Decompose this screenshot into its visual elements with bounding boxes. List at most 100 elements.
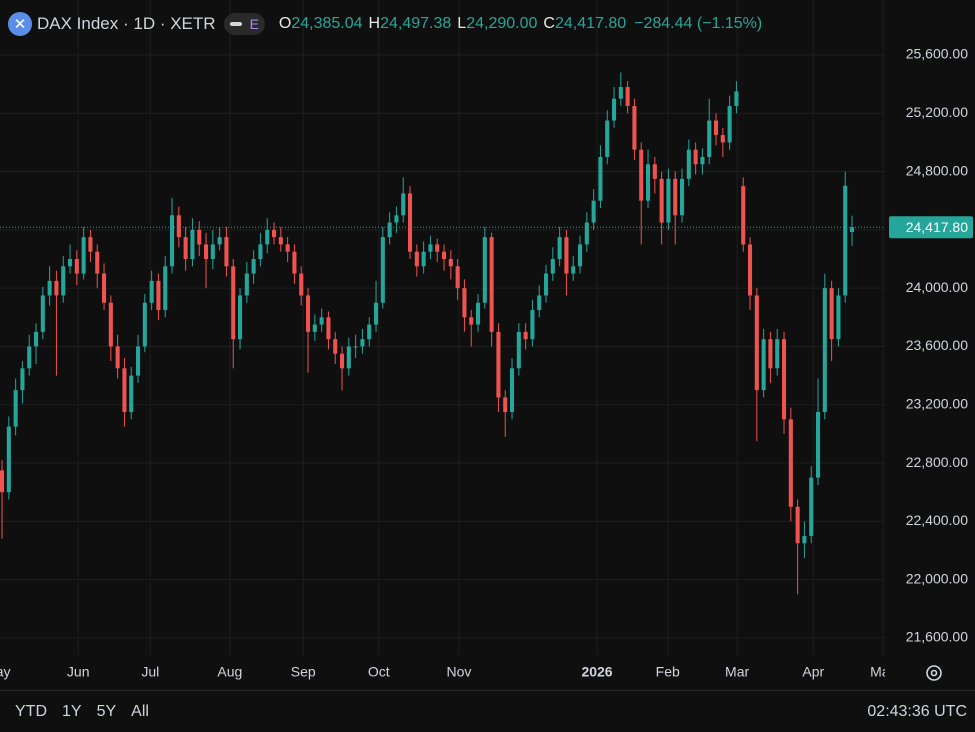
candle-body bbox=[197, 229, 202, 245]
candle-body bbox=[61, 266, 66, 296]
candle-body bbox=[224, 237, 229, 267]
range-button[interactable]: YTD bbox=[15, 702, 47, 720]
plot bbox=[0, 72, 885, 595]
axes: 21,600.00 22,000.00 22,400.00 22,800.00 23,2… bbox=[0, 46, 973, 688]
candle-body bbox=[47, 280, 52, 296]
range-button[interactable]: All bbox=[131, 702, 149, 720]
candle-body bbox=[407, 193, 413, 252]
open-label: O bbox=[278, 15, 292, 32]
candle-body bbox=[271, 229, 277, 238]
low-value: 24,290.00 bbox=[466, 15, 538, 32]
candle-body bbox=[618, 87, 623, 99]
close-value: 24,417.80 bbox=[554, 15, 627, 32]
candle-body bbox=[27, 346, 32, 369]
settings-icon[interactable] bbox=[926, 665, 942, 681]
candle-body bbox=[659, 178, 664, 223]
candle-body bbox=[679, 178, 685, 216]
candle-body bbox=[441, 251, 447, 259]
candle-body bbox=[761, 339, 766, 391]
symbol-icon[interactable]: ✕ bbox=[8, 12, 32, 36]
candle-body bbox=[40, 295, 45, 332]
candle-body bbox=[775, 339, 780, 369]
x-tick-label: Mar bbox=[725, 664, 749, 680]
candle-body bbox=[81, 237, 86, 274]
candle-body bbox=[734, 91, 739, 106]
candle-body bbox=[414, 251, 419, 267]
candle-body bbox=[754, 295, 759, 391]
candle-body bbox=[33, 331, 39, 347]
y-tick-label: 23,200.00 bbox=[906, 395, 968, 411]
candle-body bbox=[203, 244, 209, 259]
candle-body bbox=[353, 346, 358, 348]
candle-body bbox=[387, 222, 392, 238]
candle-body bbox=[537, 295, 542, 311]
chart: 21,600.00 22,000.00 22,400.00 22,800.00 23,2… bbox=[0, 0, 973, 688]
candle-body bbox=[713, 120, 719, 136]
candle-body bbox=[333, 339, 338, 354]
open-value: 24,385.04 bbox=[291, 15, 363, 32]
x-tick-label: 2026 bbox=[581, 664, 612, 680]
candle-body bbox=[577, 244, 583, 267]
candle-body bbox=[686, 149, 691, 179]
x-tick-label: Aug bbox=[217, 664, 242, 680]
y-tick-label: 21,600.00 bbox=[906, 629, 968, 645]
candle-body bbox=[611, 98, 617, 121]
candle-body bbox=[584, 222, 589, 245]
candle-body bbox=[822, 288, 827, 413]
candle-body bbox=[509, 368, 515, 413]
x-tick-label: May bbox=[0, 664, 11, 680]
change: −284.44 (−1.15%) bbox=[634, 15, 763, 32]
candle-body bbox=[367, 324, 372, 340]
candle-body bbox=[557, 237, 562, 259]
candle-body bbox=[523, 331, 528, 340]
candle-body bbox=[673, 178, 678, 216]
range-button[interactable]: 1Y bbox=[62, 702, 82, 720]
candle-body bbox=[693, 149, 698, 165]
candle-body bbox=[13, 390, 18, 427]
grid bbox=[0, 0, 885, 655]
x-tick-label: Feb bbox=[656, 664, 680, 680]
candle-body bbox=[6, 426, 11, 493]
candle-body bbox=[550, 258, 555, 274]
clock[interactable]: 02:43:36 UTC bbox=[867, 703, 967, 720]
close-label: C bbox=[543, 15, 555, 32]
candle-body bbox=[394, 215, 399, 223]
candle-body bbox=[700, 156, 705, 165]
candle-body bbox=[428, 244, 433, 252]
symbol[interactable]: DAX Index · 1D · XETR bbox=[37, 14, 216, 33]
candle-body bbox=[652, 164, 657, 179]
candle-body bbox=[448, 258, 453, 267]
candle-body bbox=[265, 229, 270, 245]
candle-body bbox=[183, 237, 188, 259]
y-tick-label: 25,600.00 bbox=[906, 46, 968, 62]
y-tick-label: 25,200.00 bbox=[906, 104, 968, 120]
x-tick-label: Jun bbox=[67, 664, 90, 680]
candle-body bbox=[217, 237, 222, 245]
candle-body bbox=[319, 317, 324, 325]
candle-body bbox=[469, 317, 474, 325]
candle-body bbox=[632, 105, 637, 150]
candle-body bbox=[95, 251, 100, 274]
range-button[interactable]: 5Y bbox=[96, 702, 117, 720]
candle-body bbox=[101, 273, 107, 303]
y-tick-label: 22,000.00 bbox=[906, 570, 968, 586]
badge-pill[interactable]: E bbox=[223, 13, 265, 35]
candle-body bbox=[346, 346, 351, 369]
candle-body bbox=[666, 178, 671, 223]
candle-body bbox=[598, 156, 603, 201]
candle-body bbox=[768, 339, 773, 369]
candle-body bbox=[849, 227, 855, 233]
candle-body bbox=[543, 273, 549, 296]
candle-body bbox=[251, 258, 256, 274]
candle-body bbox=[530, 310, 535, 340]
candle-body bbox=[571, 266, 576, 274]
candle-body bbox=[142, 302, 147, 347]
x-tick-label: Jul bbox=[141, 664, 159, 680]
x-tick-label: Oct bbox=[368, 664, 390, 680]
candle-body bbox=[74, 258, 79, 274]
candle-body bbox=[795, 506, 800, 544]
candle-body bbox=[258, 244, 263, 259]
candle-body bbox=[380, 237, 385, 303]
candle-body bbox=[645, 164, 651, 201]
